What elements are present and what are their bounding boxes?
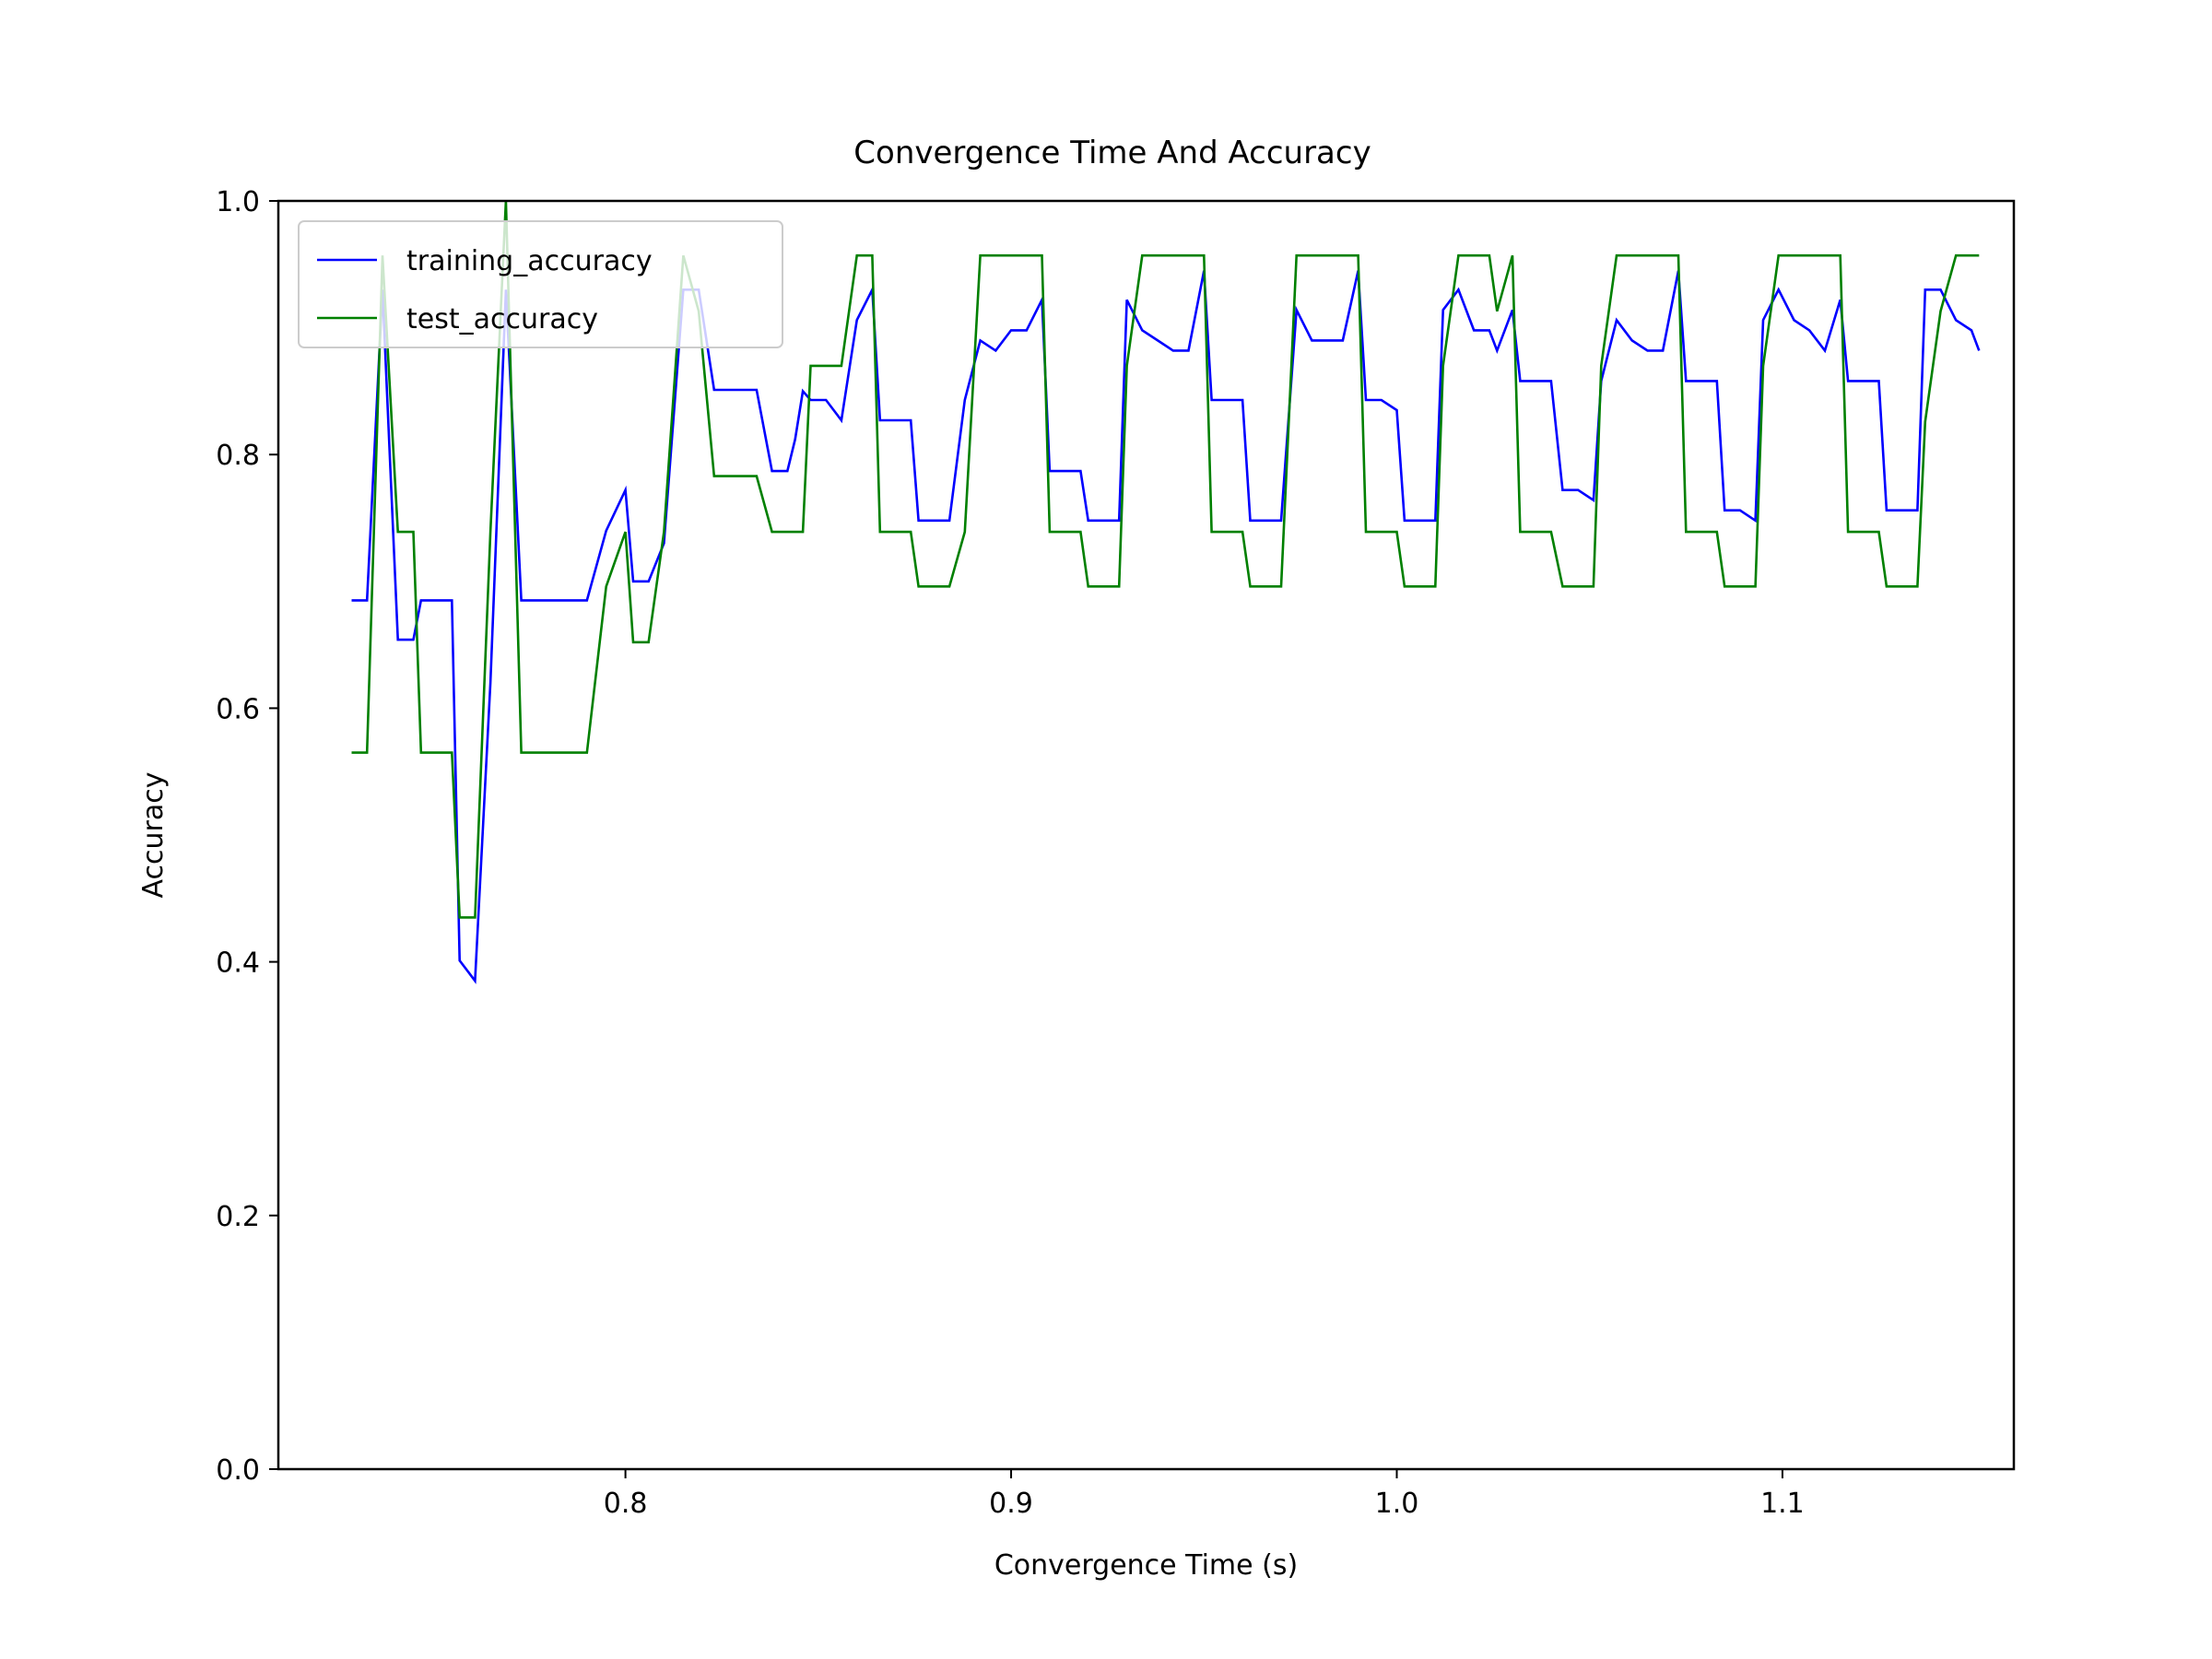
x-axis-label: Convergence Time (s) — [994, 1549, 1298, 1582]
plot-area: 0.8 0.9 1.0 1.1 0.0 0.2 0.4 0.6 0.8 1.0 — [216, 186, 2016, 1520]
x-tick-label: 1.0 — [1375, 1488, 1419, 1520]
y-tick-label: 0.4 — [216, 947, 260, 980]
x-tick-label: 0.9 — [989, 1488, 1033, 1520]
y-tick-label: 0.6 — [216, 693, 260, 725]
legend-label: training_accuracy — [406, 245, 653, 277]
series-line-training-accuracy — [351, 270, 1981, 984]
x-axis-ticks: 0.8 0.9 1.0 1.1 — [604, 1469, 1805, 1520]
series-layer — [351, 200, 1981, 984]
x-tick-label: 1.1 — [1760, 1488, 1805, 1520]
y-axis-label: Accuracy — [137, 772, 170, 899]
y-axis-ticks: 0.0 0.2 0.4 0.6 0.8 1.0 — [216, 186, 278, 1487]
series-line-test-accuracy — [351, 200, 1980, 919]
legend: training_accuracy test_accuracy — [298, 220, 783, 348]
x-tick-label: 0.8 — [604, 1488, 648, 1520]
axes-frame — [276, 199, 2016, 1471]
legend-label: test_accuracy — [406, 303, 598, 335]
legend-box — [298, 220, 783, 348]
chart-title: Convergence Time And Accuracy — [853, 135, 1371, 171]
y-tick-label: 0.2 — [216, 1201, 260, 1233]
y-tick-label: 1.0 — [216, 186, 260, 218]
y-tick-label: 0.8 — [216, 440, 260, 472]
y-tick-label: 0.0 — [216, 1454, 260, 1487]
